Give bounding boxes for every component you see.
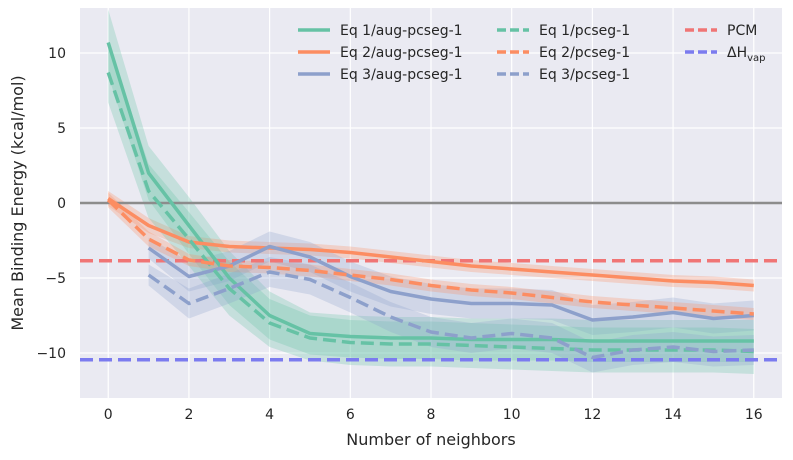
legend-label: Eq 3/aug-pcseg-1 bbox=[340, 67, 463, 83]
confidence-band bbox=[108, 192, 754, 320]
series-line bbox=[106, 41, 754, 343]
x-tick-label: 0 bbox=[104, 407, 113, 423]
plot-area bbox=[80, 8, 782, 398]
series-line bbox=[107, 197, 754, 288]
y-axis-label: Mean Binding Energy (kcal/mol) bbox=[8, 75, 27, 330]
y-tick-label: −10 bbox=[36, 346, 66, 362]
x-tick-label: 16 bbox=[745, 407, 763, 423]
x-axis-label: Number of neighbors bbox=[346, 430, 515, 449]
plot-content bbox=[80, 9, 782, 374]
legend-label-text: ΔH bbox=[727, 45, 747, 61]
legend-label-text: Eq 3/pcseg-1 bbox=[539, 67, 630, 83]
legend-label: Eq 3/pcseg-1 bbox=[539, 67, 630, 83]
x-tick-label: 12 bbox=[583, 407, 601, 423]
confidence-band bbox=[108, 9, 754, 362]
series-line bbox=[106, 198, 754, 316]
legend-label-text: PCM bbox=[727, 23, 757, 39]
legend-label: Eq 2/aug-pcseg-1 bbox=[340, 45, 463, 61]
confidence-band bbox=[148, 257, 754, 373]
legend-label-text: Eq 2/aug-pcseg-1 bbox=[340, 45, 463, 61]
y-tick-label: 5 bbox=[57, 121, 66, 137]
legend-label-text: Eq 1/aug-pcseg-1 bbox=[340, 23, 463, 39]
x-tick-label: 6 bbox=[346, 407, 355, 423]
legend-label-text: Eq 1/pcseg-1 bbox=[539, 23, 630, 39]
y-tick-label: 0 bbox=[57, 196, 66, 212]
legend-label: ΔHvap bbox=[727, 45, 766, 64]
series-line bbox=[147, 244, 754, 322]
legend-label: Eq 1/pcseg-1 bbox=[539, 23, 630, 39]
y-tick-label: 10 bbox=[48, 46, 66, 62]
legend-label: Eq 1/aug-pcseg-1 bbox=[340, 23, 463, 39]
series-line bbox=[147, 270, 754, 360]
legend-label-subscript: vap bbox=[747, 53, 765, 64]
x-tick-label: 8 bbox=[427, 407, 436, 423]
x-tick-label: 2 bbox=[184, 407, 193, 423]
x-tick-label: 4 bbox=[265, 407, 274, 423]
legend-label: Eq 2/pcseg-1 bbox=[539, 45, 630, 61]
series-line bbox=[106, 71, 754, 354]
x-tick-label: 14 bbox=[664, 407, 682, 423]
legend-label: PCM bbox=[727, 23, 757, 39]
legend-label-text: Eq 2/pcseg-1 bbox=[539, 45, 630, 61]
legend: Eq 1/aug-pcseg-1 Eq 2/aug-pcseg-1 Eq 3/aug… bbox=[298, 23, 766, 83]
confidence-band bbox=[148, 231, 754, 335]
x-tick-label: 10 bbox=[503, 407, 521, 423]
legend-label-text: Eq 3/aug-pcseg-1 bbox=[340, 67, 463, 83]
y-tick-label: −5 bbox=[45, 271, 66, 287]
